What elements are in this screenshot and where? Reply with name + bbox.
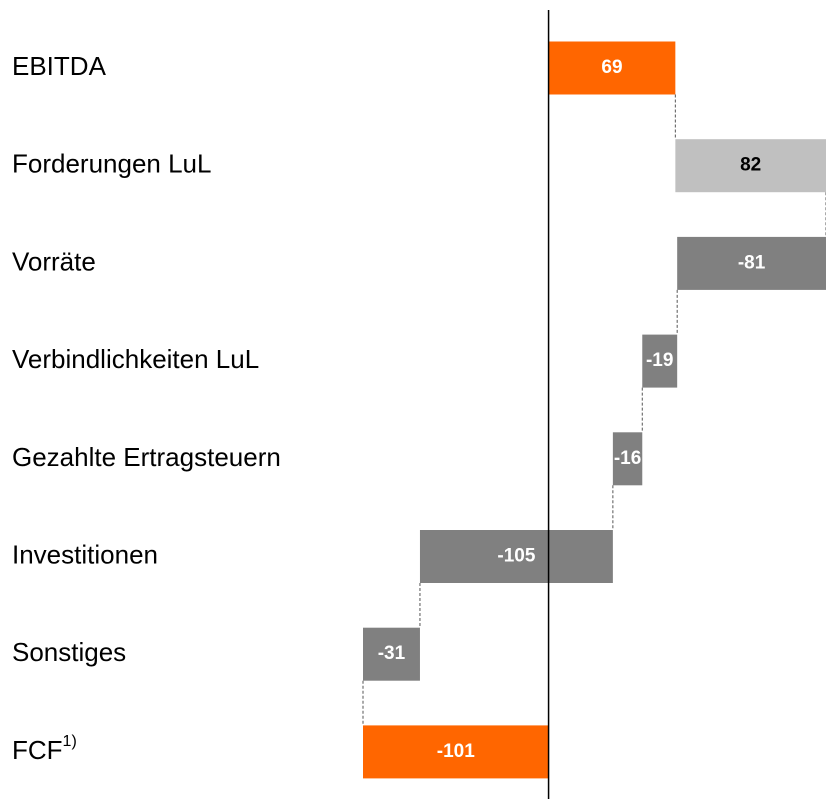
- category-text: Sonstiges: [12, 637, 126, 667]
- bar: [677, 236, 826, 290]
- bar: [612, 432, 643, 486]
- bar: [642, 334, 678, 388]
- category-text: Investitionen: [12, 539, 158, 569]
- category-text: Verbindlichkeiten LuL: [12, 344, 259, 374]
- category-text: FCF: [12, 735, 63, 765]
- category-label: Gezahlte Ertragsteuern: [12, 442, 281, 472]
- data-label: -105: [497, 546, 535, 567]
- category-text: Forderungen LuL: [12, 149, 211, 179]
- category-text: Vorräte: [12, 246, 96, 276]
- data-label: -81: [738, 252, 766, 273]
- category-label: Forderungen LuL: [12, 149, 211, 179]
- category-label: Verbindlichkeiten LuL: [12, 344, 259, 374]
- data-label: -101: [437, 741, 475, 762]
- category-text: EBITDA: [12, 51, 107, 81]
- data-label: 69: [601, 57, 622, 78]
- category-label: Vorräte: [12, 246, 96, 276]
- data-label: -19: [646, 350, 673, 371]
- category-text: Gezahlte Ertragsteuern: [12, 442, 281, 472]
- category-superscript: 1): [63, 733, 77, 750]
- data-label: 82: [740, 155, 761, 176]
- category-label: Investitionen: [12, 539, 158, 569]
- bar: [675, 139, 826, 193]
- category-label: Sonstiges: [12, 637, 126, 667]
- category-label: FCF1): [12, 733, 77, 765]
- bar: [363, 725, 549, 779]
- category-label: EBITDA: [12, 51, 107, 81]
- bar: [548, 41, 676, 95]
- data-label: -16: [614, 448, 641, 469]
- bar: [419, 530, 613, 583]
- data-label: -31: [378, 643, 406, 664]
- bar: [363, 627, 420, 681]
